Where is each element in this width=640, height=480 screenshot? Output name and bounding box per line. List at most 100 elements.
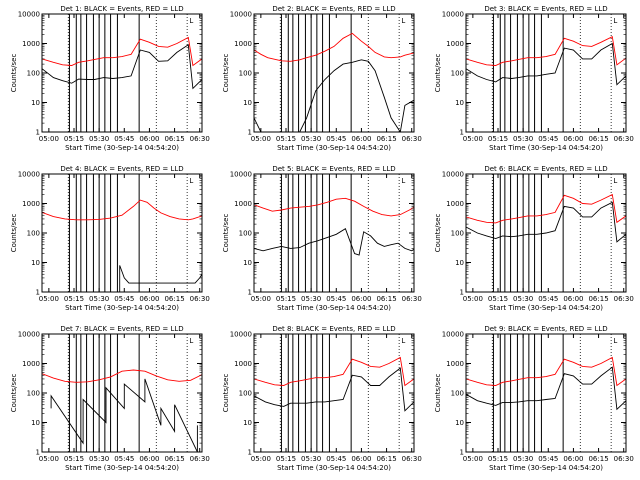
x-tick-label: 06:00 <box>351 295 371 303</box>
y-tick-label: 100 <box>27 70 40 78</box>
series-red-line <box>254 197 414 217</box>
y-tick-label: 10 <box>243 259 252 267</box>
series-black-line <box>42 44 202 90</box>
x-tick-label: 06:15 <box>588 295 608 303</box>
series-red-line <box>254 356 414 387</box>
y-tick-label: 100 <box>239 230 252 238</box>
x-tick-label: 06:30 <box>614 455 634 463</box>
x-tick-label: 05:45 <box>114 135 134 143</box>
y-tick-label: 1000 <box>22 360 40 368</box>
x-tick-label: 06:15 <box>164 135 184 143</box>
plot-title: Det 4: BLACK = Events, RED = LLD <box>60 165 183 173</box>
plot-panel-2: Det 2: BLACK = Events, RED = LLD L 1 10 100 1… <box>222 5 422 152</box>
x-tick-label: 05:00 <box>463 455 483 463</box>
y-tick-label: 10000 <box>18 331 40 339</box>
y-tick-label: 100 <box>27 230 40 238</box>
plot-frame <box>253 333 415 453</box>
y-axis-label: Counts/sec <box>434 214 442 253</box>
y-tick-label: 10000 <box>442 11 464 19</box>
legend-mark: L <box>189 177 193 185</box>
x-axis-label: Start Time (30-Sep-14 04:54:20) <box>277 304 391 312</box>
y-axis-label: Counts/sec <box>222 54 230 93</box>
legend-mark: L <box>401 177 405 185</box>
x-tick-label: 06:00 <box>139 455 159 463</box>
x-tick-label: 05:30 <box>513 135 533 143</box>
series-black-line <box>466 201 626 243</box>
y-tick-label: 1 <box>36 129 40 137</box>
x-tick-label: 05:00 <box>39 295 59 303</box>
x-tick-label: 05:15 <box>276 295 296 303</box>
y-tick-label: 10000 <box>18 171 40 179</box>
series-red-line <box>42 369 202 383</box>
series-red-line <box>466 356 626 387</box>
y-tick-label: 10000 <box>230 331 252 339</box>
series-black-line <box>50 378 198 452</box>
x-tick-label: 06:15 <box>164 455 184 463</box>
x-tick-label: 05:15 <box>276 135 296 143</box>
x-tick-label: 06:00 <box>563 295 583 303</box>
x-axis-label: Start Time (30-Sep-14 04:54:20) <box>277 464 391 472</box>
x-tick-label: 05:15 <box>64 455 84 463</box>
x-tick-label: 06:30 <box>402 135 422 143</box>
x-tick-label: 05:45 <box>538 455 558 463</box>
x-tick-label: 05:30 <box>89 295 109 303</box>
plot-panel-6: Det 6: BLACK = Events, RED = LLD L 1 10 100 1… <box>434 165 634 312</box>
y-tick-label: 100 <box>239 390 252 398</box>
x-tick-label: 06:15 <box>588 135 608 143</box>
plot-frame <box>253 173 415 293</box>
x-tick-label: 05:15 <box>64 295 84 303</box>
x-tick-label: 05:30 <box>513 455 533 463</box>
x-tick-label: 06:30 <box>402 295 422 303</box>
y-tick-label: 10 <box>455 99 464 107</box>
x-tick-label: 06:00 <box>351 135 371 143</box>
x-tick-label: 05:15 <box>488 295 508 303</box>
plot-title: Det 6: BLACK = Events, RED = LLD <box>484 165 607 173</box>
y-tick-label: 10 <box>31 99 40 107</box>
plot-frame <box>41 173 203 293</box>
x-axis-label: Start Time (30-Sep-14 04:54:20) <box>489 464 603 472</box>
y-axis-label: Counts/sec <box>10 54 18 93</box>
x-tick-label: 05:15 <box>488 135 508 143</box>
x-tick-label: 06:15 <box>376 455 396 463</box>
legend-mark: L <box>401 17 405 25</box>
y-tick-label: 1 <box>460 129 464 137</box>
y-tick-label: 1 <box>460 289 464 297</box>
x-tick-label: 06:00 <box>139 135 159 143</box>
plot-title: Det 9: BLACK = Events, RED = LLD <box>484 325 607 333</box>
y-tick-label: 10 <box>455 259 464 267</box>
y-tick-label: 100 <box>451 230 464 238</box>
series-black-line <box>466 42 626 86</box>
x-tick-label: 06:00 <box>351 455 371 463</box>
x-tick-label: 05:30 <box>89 455 109 463</box>
x-tick-label: 05:00 <box>463 135 483 143</box>
x-tick-label: 06:15 <box>376 135 396 143</box>
y-axis-label: Counts/sec <box>434 54 442 93</box>
y-tick-label: 10000 <box>442 171 464 179</box>
plot-title: Det 2: BLACK = Events, RED = LLD <box>272 5 395 13</box>
x-axis-label: Start Time (30-Sep-14 04:54:20) <box>489 304 603 312</box>
series-black-line <box>254 59 414 132</box>
y-tick-label: 1 <box>36 449 40 457</box>
x-tick-label: 06:15 <box>588 455 608 463</box>
x-tick-label: 05:15 <box>488 455 508 463</box>
plot-frame <box>41 13 203 133</box>
legend-mark: L <box>613 17 617 25</box>
series-black-line <box>254 228 414 256</box>
x-tick-label: 05:00 <box>463 295 483 303</box>
y-tick-label: 1000 <box>446 200 464 208</box>
plot-title: Det 7: BLACK = Events, RED = LLD <box>60 325 183 333</box>
x-tick-label: 05:45 <box>114 455 134 463</box>
y-tick-label: 10 <box>243 99 252 107</box>
legend-mark: L <box>613 337 617 345</box>
y-tick-label: 10 <box>31 259 40 267</box>
y-tick-label: 10000 <box>18 11 40 19</box>
y-tick-label: 1000 <box>22 200 40 208</box>
x-tick-label: 05:00 <box>39 455 59 463</box>
series-red-line <box>42 36 202 67</box>
x-tick-label: 06:00 <box>563 135 583 143</box>
series-red-line <box>42 199 202 221</box>
legend-mark: L <box>189 337 193 345</box>
series-red-line <box>466 36 626 66</box>
legend-mark: L <box>613 177 617 185</box>
